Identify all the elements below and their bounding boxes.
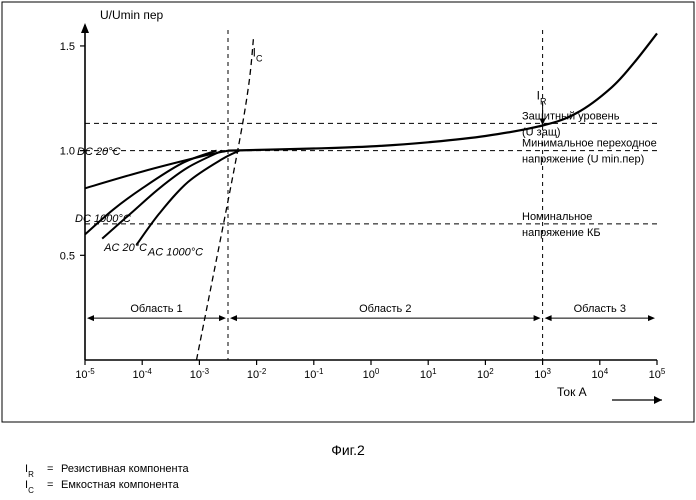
region-arrow-r-1 — [534, 315, 541, 321]
y-axis-arrow — [81, 23, 89, 33]
x-tick-label: 10-5 — [75, 367, 95, 382]
legend-text-1: Емкостная компонента — [61, 479, 180, 491]
curve-ic — [197, 36, 254, 361]
hline-label2-nominal: напряжение КБ — [522, 227, 601, 239]
x-tick-label: 102 — [477, 367, 494, 382]
region-arrow-l-0 — [87, 315, 94, 321]
ir-label: IR — [537, 89, 547, 107]
legend-eq-0: = — [47, 463, 53, 475]
y-axis-label: U/Umin пер — [100, 8, 164, 22]
curve-ac20 — [102, 151, 222, 239]
legend-eq-1: = — [47, 479, 53, 491]
region-label-1: Область 2 — [359, 303, 411, 315]
hline-label-nominal: Номинальное — [522, 211, 592, 223]
x-tick-label: 103 — [534, 367, 551, 382]
region-label-0: Область 1 — [130, 303, 182, 315]
x-tick-label: 101 — [420, 367, 437, 382]
y-tick-label: 1.5 — [60, 41, 75, 53]
y-tick-label: 0.5 — [60, 250, 75, 262]
label-ac20: AC 20°C — [103, 242, 147, 254]
region-arrow-r-2 — [648, 315, 655, 321]
x-tick-label: 10-4 — [133, 367, 153, 382]
label-dc20: DC 20°C — [77, 146, 121, 158]
legend-text-0: Резистивная компонента — [61, 463, 190, 475]
x-tick-label: 104 — [591, 367, 608, 382]
x-axis-label: Ток А — [557, 385, 587, 399]
x-tick-label: 10-3 — [190, 367, 210, 382]
x-tick-label: 100 — [363, 367, 380, 382]
x-tick-label: 105 — [649, 367, 666, 382]
region-arrow-l-1 — [230, 315, 237, 321]
legend-sym-1: IC — [25, 479, 34, 495]
curve-ac1000 — [137, 151, 240, 245]
figure-caption: Фиг.2 — [331, 442, 365, 458]
x-tick-label: 10-1 — [304, 367, 324, 382]
label-ac1000: AC 1000°C — [147, 246, 203, 258]
region-arrow-r-0 — [219, 315, 226, 321]
x-tick-label: 10-2 — [247, 367, 267, 382]
legend-sym-0: IR — [25, 463, 34, 479]
region-arrow-l-2 — [545, 315, 552, 321]
ic-label: IC — [253, 45, 263, 63]
hline-label2-min_trans: напряжение (U min.пер) — [522, 154, 644, 166]
x-axis-arrow — [654, 396, 662, 404]
curve-main — [228, 33, 657, 150]
region-label-2: Область 3 — [574, 303, 626, 315]
y-tick-label: 1.0 — [60, 146, 75, 158]
label-dc1000: DC 1000°C — [75, 213, 131, 225]
